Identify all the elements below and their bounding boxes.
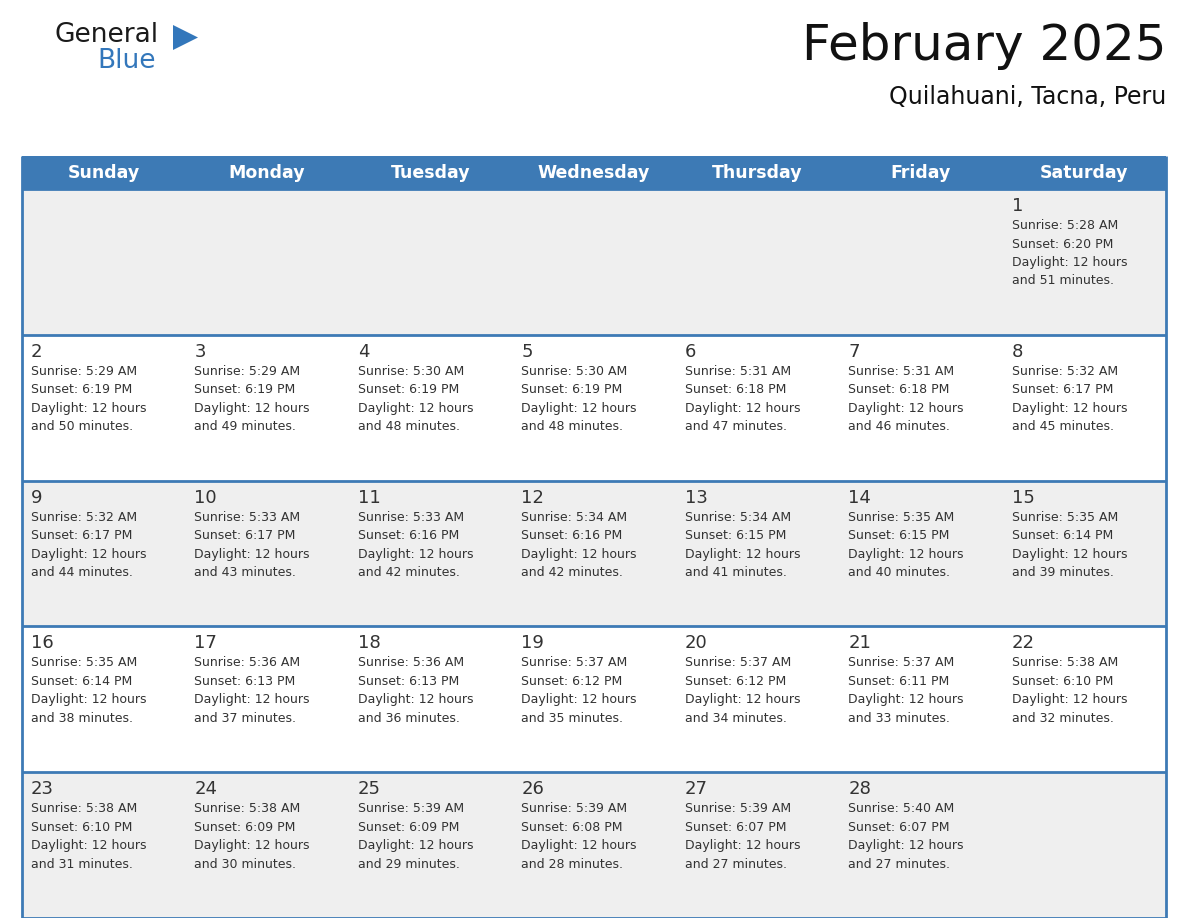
Bar (23, 335, 1165, 481)
Text: 25: 25 (358, 780, 381, 798)
Text: 9: 9 (31, 488, 43, 507)
Text: Sunrise: 5:38 AM
Sunset: 6:10 PM
Daylight: 12 hours
and 31 minutes.: Sunrise: 5:38 AM Sunset: 6:10 PM Dayligh… (31, 802, 146, 870)
Text: 23: 23 (31, 780, 53, 798)
Text: 8: 8 (1011, 342, 1023, 361)
Text: 26: 26 (522, 780, 544, 798)
Text: Sunrise: 5:34 AM
Sunset: 6:15 PM
Daylight: 12 hours
and 41 minutes.: Sunrise: 5:34 AM Sunset: 6:15 PM Dayligh… (684, 510, 801, 579)
Bar (23, 626, 1165, 772)
Text: 12: 12 (522, 488, 544, 507)
Text: 28: 28 (848, 780, 871, 798)
Text: Sunrise: 5:34 AM
Sunset: 6:16 PM
Daylight: 12 hours
and 42 minutes.: Sunrise: 5:34 AM Sunset: 6:16 PM Dayligh… (522, 510, 637, 579)
Text: 21: 21 (848, 634, 871, 653)
Text: 18: 18 (358, 634, 380, 653)
Text: Sunday: Sunday (68, 163, 140, 182)
Text: 11: 11 (358, 488, 380, 507)
Text: 6: 6 (684, 342, 696, 361)
Text: Sunrise: 5:29 AM
Sunset: 6:19 PM
Daylight: 12 hours
and 50 minutes.: Sunrise: 5:29 AM Sunset: 6:19 PM Dayligh… (31, 364, 146, 433)
Text: Blue: Blue (97, 48, 156, 74)
Text: 27: 27 (684, 780, 708, 798)
Text: General: General (55, 22, 159, 48)
Text: Sunrise: 5:28 AM
Sunset: 6:20 PM
Daylight: 12 hours
and 51 minutes.: Sunrise: 5:28 AM Sunset: 6:20 PM Dayligh… (1011, 219, 1127, 287)
Text: Wednesday: Wednesday (538, 163, 650, 182)
Text: 17: 17 (195, 634, 217, 653)
Text: Sunrise: 5:30 AM
Sunset: 6:19 PM
Daylight: 12 hours
and 48 minutes.: Sunrise: 5:30 AM Sunset: 6:19 PM Dayligh… (358, 364, 473, 433)
Text: 15: 15 (1011, 488, 1035, 507)
Text: 4: 4 (358, 342, 369, 361)
Text: 19: 19 (522, 634, 544, 653)
Text: Sunrise: 5:32 AM
Sunset: 6:17 PM
Daylight: 12 hours
and 45 minutes.: Sunrise: 5:32 AM Sunset: 6:17 PM Dayligh… (1011, 364, 1127, 433)
Text: Sunrise: 5:31 AM
Sunset: 6:18 PM
Daylight: 12 hours
and 47 minutes.: Sunrise: 5:31 AM Sunset: 6:18 PM Dayligh… (684, 364, 801, 433)
Text: Sunrise: 5:39 AM
Sunset: 6:09 PM
Daylight: 12 hours
and 29 minutes.: Sunrise: 5:39 AM Sunset: 6:09 PM Dayligh… (358, 802, 473, 870)
Text: Sunrise: 5:39 AM
Sunset: 6:08 PM
Daylight: 12 hours
and 28 minutes.: Sunrise: 5:39 AM Sunset: 6:08 PM Dayligh… (522, 802, 637, 870)
Text: Monday: Monday (229, 163, 305, 182)
Text: Sunrise: 5:36 AM
Sunset: 6:13 PM
Daylight: 12 hours
and 37 minutes.: Sunrise: 5:36 AM Sunset: 6:13 PM Dayligh… (195, 656, 310, 725)
Text: Sunrise: 5:32 AM
Sunset: 6:17 PM
Daylight: 12 hours
and 44 minutes.: Sunrise: 5:32 AM Sunset: 6:17 PM Dayligh… (31, 510, 146, 579)
Text: 24: 24 (195, 780, 217, 798)
Text: Thursday: Thursday (712, 163, 803, 182)
Bar (23, 156, 1165, 189)
Text: Sunrise: 5:33 AM
Sunset: 6:17 PM
Daylight: 12 hours
and 43 minutes.: Sunrise: 5:33 AM Sunset: 6:17 PM Dayligh… (195, 510, 310, 579)
Text: 16: 16 (31, 634, 53, 653)
Text: 13: 13 (684, 488, 708, 507)
Text: Sunrise: 5:38 AM
Sunset: 6:10 PM
Daylight: 12 hours
and 32 minutes.: Sunrise: 5:38 AM Sunset: 6:10 PM Dayligh… (1011, 656, 1127, 725)
Text: 20: 20 (684, 634, 708, 653)
Text: 22: 22 (1011, 634, 1035, 653)
Bar (23, 189, 1165, 335)
Bar (23, 481, 1165, 626)
Text: Sunrise: 5:33 AM
Sunset: 6:16 PM
Daylight: 12 hours
and 42 minutes.: Sunrise: 5:33 AM Sunset: 6:16 PM Dayligh… (358, 510, 473, 579)
Text: Sunrise: 5:35 AM
Sunset: 6:14 PM
Daylight: 12 hours
and 39 minutes.: Sunrise: 5:35 AM Sunset: 6:14 PM Dayligh… (1011, 510, 1127, 579)
Text: 2: 2 (31, 342, 43, 361)
Text: 14: 14 (848, 488, 871, 507)
Text: 7: 7 (848, 342, 860, 361)
Text: 1: 1 (1011, 197, 1023, 215)
Text: Sunrise: 5:35 AM
Sunset: 6:14 PM
Daylight: 12 hours
and 38 minutes.: Sunrise: 5:35 AM Sunset: 6:14 PM Dayligh… (31, 656, 146, 725)
Text: Sunrise: 5:37 AM
Sunset: 6:12 PM
Daylight: 12 hours
and 34 minutes.: Sunrise: 5:37 AM Sunset: 6:12 PM Dayligh… (684, 656, 801, 725)
Text: 5: 5 (522, 342, 532, 361)
Text: Sunrise: 5:36 AM
Sunset: 6:13 PM
Daylight: 12 hours
and 36 minutes.: Sunrise: 5:36 AM Sunset: 6:13 PM Dayligh… (358, 656, 473, 725)
Text: Sunrise: 5:35 AM
Sunset: 6:15 PM
Daylight: 12 hours
and 40 minutes.: Sunrise: 5:35 AM Sunset: 6:15 PM Dayligh… (848, 510, 963, 579)
Text: Sunrise: 5:29 AM
Sunset: 6:19 PM
Daylight: 12 hours
and 49 minutes.: Sunrise: 5:29 AM Sunset: 6:19 PM Dayligh… (195, 364, 310, 433)
Text: Sunrise: 5:30 AM
Sunset: 6:19 PM
Daylight: 12 hours
and 48 minutes.: Sunrise: 5:30 AM Sunset: 6:19 PM Dayligh… (522, 364, 637, 433)
Text: Sunrise: 5:37 AM
Sunset: 6:12 PM
Daylight: 12 hours
and 35 minutes.: Sunrise: 5:37 AM Sunset: 6:12 PM Dayligh… (522, 656, 637, 725)
Text: Sunrise: 5:39 AM
Sunset: 6:07 PM
Daylight: 12 hours
and 27 minutes.: Sunrise: 5:39 AM Sunset: 6:07 PM Dayligh… (684, 802, 801, 870)
Bar (23, 772, 1165, 918)
Polygon shape (173, 25, 198, 50)
Text: 3: 3 (195, 342, 206, 361)
Text: Friday: Friday (891, 163, 952, 182)
Text: Sunrise: 5:31 AM
Sunset: 6:18 PM
Daylight: 12 hours
and 46 minutes.: Sunrise: 5:31 AM Sunset: 6:18 PM Dayligh… (848, 364, 963, 433)
Text: February 2025: February 2025 (802, 22, 1165, 70)
Text: Sunrise: 5:38 AM
Sunset: 6:09 PM
Daylight: 12 hours
and 30 minutes.: Sunrise: 5:38 AM Sunset: 6:09 PM Dayligh… (195, 802, 310, 870)
Text: Saturday: Saturday (1040, 163, 1129, 182)
Text: 10: 10 (195, 488, 217, 507)
Text: Tuesday: Tuesday (391, 163, 470, 182)
Text: Sunrise: 5:40 AM
Sunset: 6:07 PM
Daylight: 12 hours
and 27 minutes.: Sunrise: 5:40 AM Sunset: 6:07 PM Dayligh… (848, 802, 963, 870)
Text: Quilahuani, Tacna, Peru: Quilahuani, Tacna, Peru (889, 85, 1165, 109)
Text: Sunrise: 5:37 AM
Sunset: 6:11 PM
Daylight: 12 hours
and 33 minutes.: Sunrise: 5:37 AM Sunset: 6:11 PM Dayligh… (848, 656, 963, 725)
